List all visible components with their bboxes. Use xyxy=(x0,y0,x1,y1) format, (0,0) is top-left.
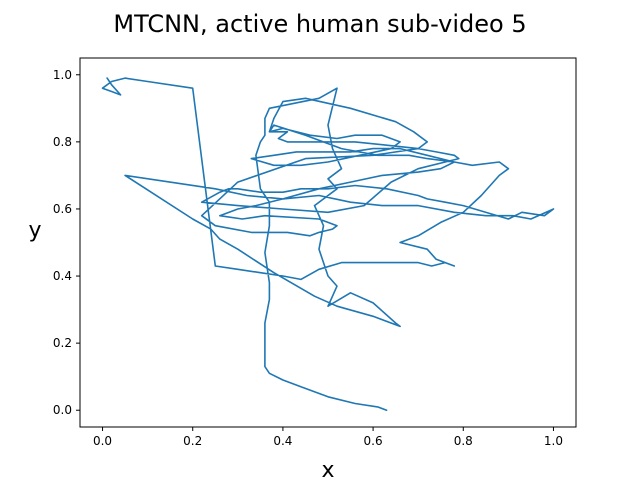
x-tick-label: 0.0 xyxy=(93,434,112,448)
chart-title: MTCNN, active human sub-video 5 xyxy=(113,10,526,38)
y-axis: 0.0 0.2 0.4 0.6 0.8 1.0 xyxy=(53,68,80,417)
y-tick-label: 0.0 xyxy=(53,403,72,417)
y-tick-label: 1.0 xyxy=(53,68,72,82)
trajectory-line xyxy=(101,77,555,412)
y-axis-label: y xyxy=(28,218,41,243)
x-tick-label: 0.8 xyxy=(454,434,473,448)
axes-frame xyxy=(79,57,577,428)
series-group xyxy=(101,77,555,412)
x-axis-label: x xyxy=(321,458,334,480)
y-tick-label: 0.6 xyxy=(53,202,72,216)
plot-area xyxy=(79,57,577,428)
y-tick-label: 0.8 xyxy=(53,135,72,149)
x-tick-label: 0.4 xyxy=(273,434,292,448)
y-tick-label: 0.4 xyxy=(53,269,72,283)
x-axis: 0.0 0.2 0.4 0.6 0.8 1.0 xyxy=(93,427,563,448)
x-tick-label: 1.0 xyxy=(544,434,563,448)
y-tick-label: 0.2 xyxy=(53,336,72,350)
x-tick-label: 0.6 xyxy=(364,434,383,448)
x-tick-label: 0.2 xyxy=(183,434,202,448)
